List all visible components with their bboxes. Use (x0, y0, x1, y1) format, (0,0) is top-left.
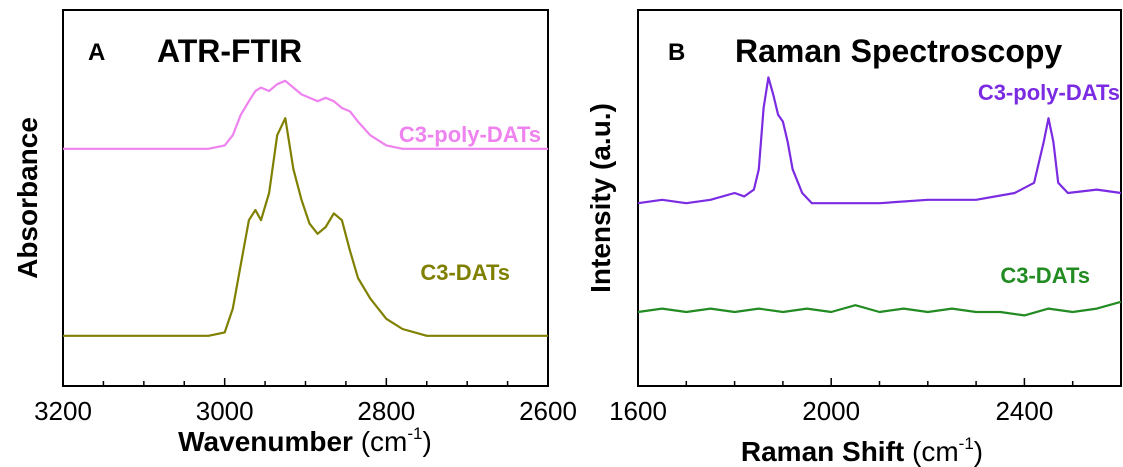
x-axis-label-a: Wavenumber (cm-1) (178, 424, 432, 457)
y-axis-label-a: Absorbance (12, 117, 43, 279)
chart-title-a: ATR-FTIR (157, 33, 302, 69)
series-group-b (637, 76, 1122, 317)
series-label-c3-poly-dats-b: C3-poly-DATs (978, 80, 1120, 105)
chart-title-b: Raman Spectroscopy (735, 33, 1062, 69)
y-axis-label-b: Intensity (a.u.) (585, 103, 616, 293)
x-tick-label-a: 3200 (34, 396, 92, 426)
x-tick-label-a: 3000 (196, 396, 254, 426)
series-line-c3-poly-dats-b (637, 76, 1122, 205)
panel-a: A ATR-FTIR Absorbance Wavenumber (cm-1) … (12, 9, 577, 457)
x-axis-label-b: Raman Shift (cm-1) (741, 434, 983, 467)
x-ticks-b: 1600 2000 2400 (609, 378, 1122, 426)
panel-letter-a: A (88, 39, 105, 66)
x-tick-label-b: 2000 (802, 396, 860, 426)
x-tick-label-b: 1600 (609, 396, 667, 426)
x-tick-label-a: 2800 (357, 396, 415, 426)
series-label-c3-dats-a: C3-DATs (420, 260, 510, 285)
series-group-a (63, 79, 548, 337)
series-label-c3-dats-b: C3-DATs (1000, 263, 1090, 288)
series-label-c3-poly-dats-a: C3-poly-DATs (399, 122, 541, 147)
plot-frame-a (62, 9, 549, 387)
panel-b: B Raman Spectroscopy Intensity (a.u.) Ra… (585, 9, 1122, 467)
x-tick-label-a: 2600 (519, 396, 577, 426)
series-line-c3-dats-a (63, 117, 548, 337)
panel-letter-b: B (668, 39, 685, 66)
series-line-c3-dats-b (637, 300, 1122, 317)
x-ticks-a: 3200 3000 2800 2600 (34, 378, 577, 426)
x-tick-label-b: 2400 (995, 396, 1053, 426)
series-line-c3-poly-dats-a (63, 79, 548, 150)
